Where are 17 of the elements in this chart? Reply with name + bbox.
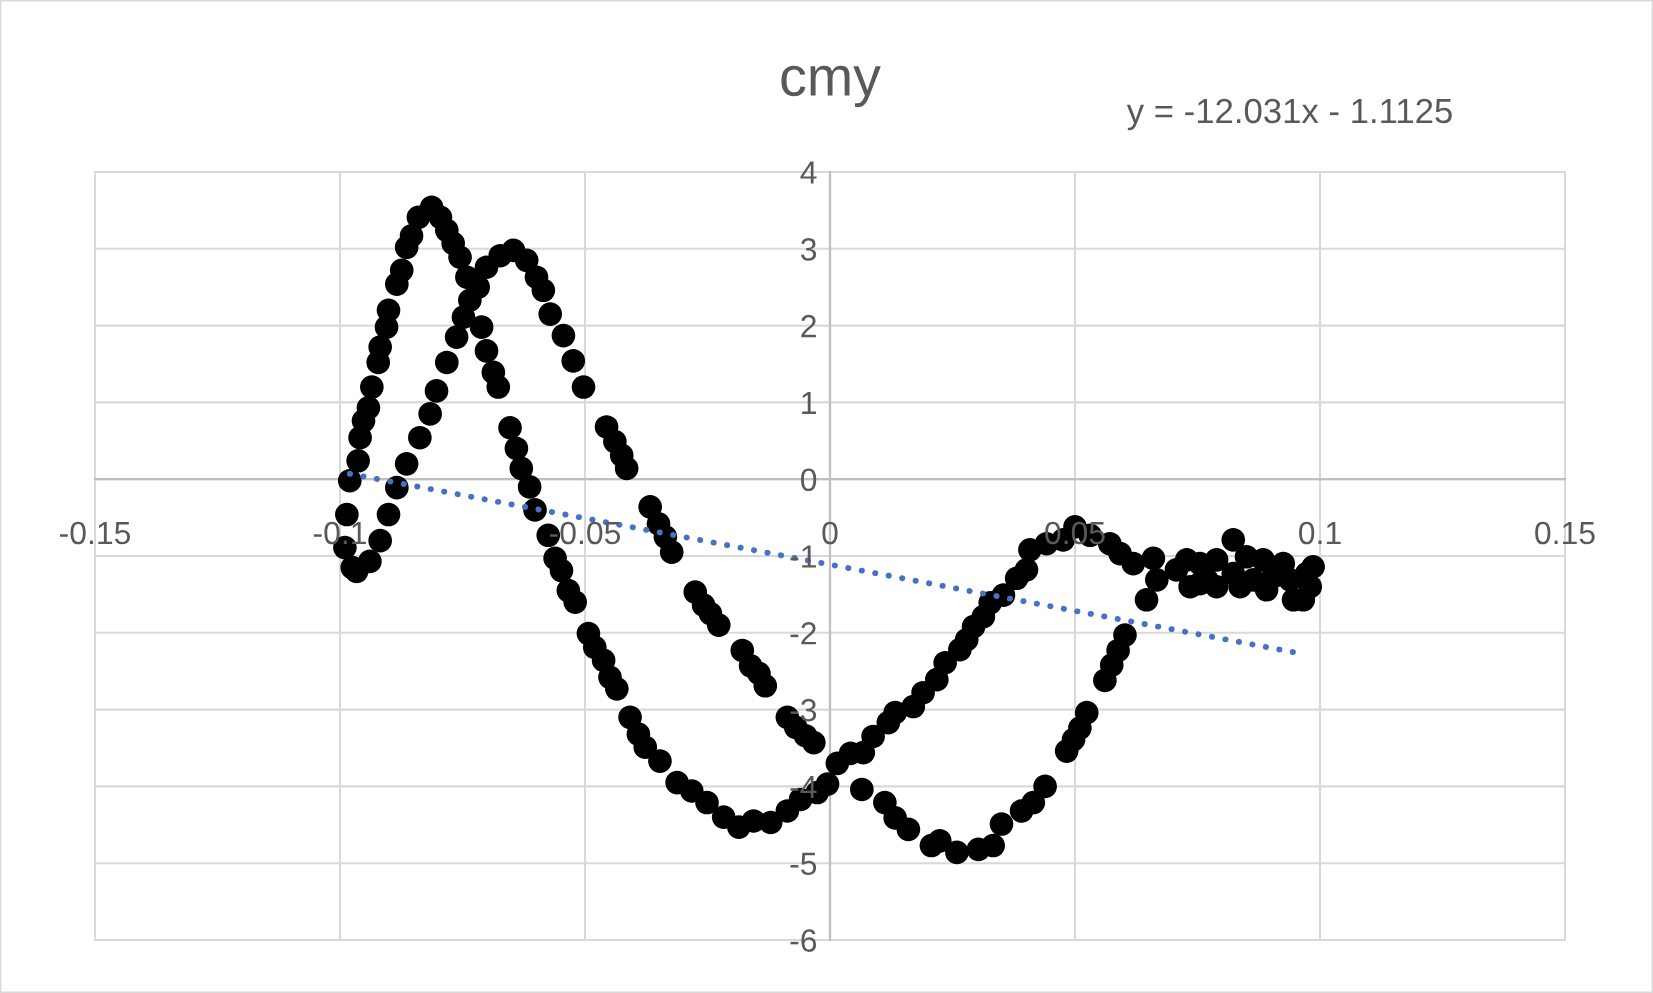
y-tick-label: -6	[790, 929, 817, 952]
x-tick-label: 0.1	[1299, 521, 1341, 545]
y-tick-label: 1	[802, 392, 816, 414]
y-tick-label: 2	[801, 314, 816, 338]
y-tick-label: 0	[800, 468, 817, 492]
x-tick-label: 0.05	[1045, 521, 1105, 545]
y-tick-label: 4	[800, 161, 817, 184]
y-tick-label: -2	[790, 622, 816, 645]
x-tick-label: -0.15	[60, 521, 131, 545]
y-tick-label: -5	[790, 852, 817, 876]
text: y = -12.031x - 1.1125	[1126, 98, 1452, 131]
x-tick-label: 0	[822, 521, 838, 545]
chart-title: cmy	[781, 65, 881, 108]
x-tick-label: 0.15	[1535, 521, 1595, 545]
x-tick-label: -0.1	[313, 521, 366, 545]
y-tick-label: -1	[790, 545, 816, 568]
y-tick-label: 3	[800, 238, 817, 261]
